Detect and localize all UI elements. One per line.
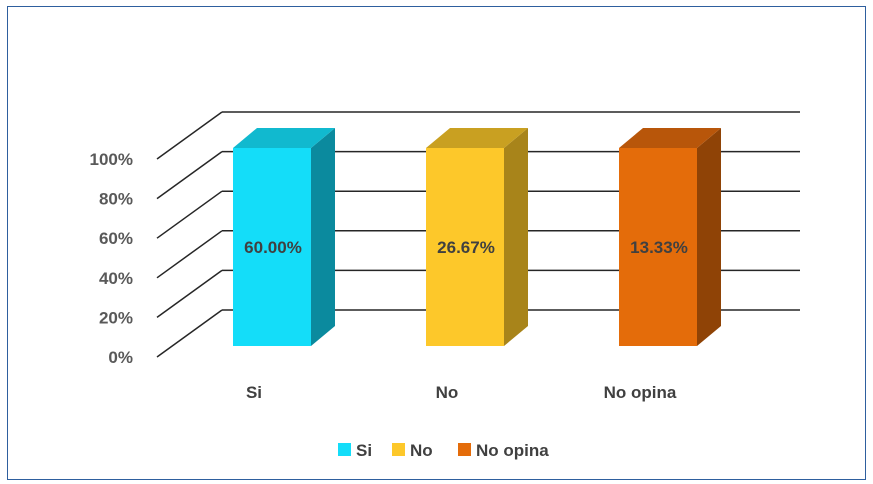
gridline-side xyxy=(156,190,223,239)
y-tick-label: 0% xyxy=(108,348,133,367)
bar-side-3 xyxy=(697,128,721,346)
data-label-1: 60.00% xyxy=(244,238,302,257)
bar-top-3 xyxy=(619,128,721,148)
y-tick-label: 40% xyxy=(99,269,133,288)
bar-3 xyxy=(619,148,697,346)
y-tick-label: 20% xyxy=(99,308,133,327)
gridline-side xyxy=(156,269,223,319)
y-tick-label: 60% xyxy=(99,229,133,248)
x-category-label-2: No xyxy=(436,383,459,402)
bar-2 xyxy=(426,148,504,346)
legend-label-3: No opina xyxy=(476,441,549,460)
legend-swatch-3 xyxy=(458,443,471,456)
x-category-label-3: No opina xyxy=(604,383,677,402)
bar-side-1 xyxy=(311,128,335,346)
data-label-2: 26.67% xyxy=(437,238,495,257)
x-category-label-1: Si xyxy=(246,383,262,402)
legend-swatch-2 xyxy=(392,443,405,456)
bar-top-2 xyxy=(426,128,528,148)
legend-label-2: No xyxy=(410,441,433,460)
bar-1 xyxy=(233,148,311,346)
y-tick-label: 80% xyxy=(99,190,133,209)
data-label-3: 13.33% xyxy=(630,238,688,257)
bar-top-1 xyxy=(233,128,335,148)
gridline-side xyxy=(156,309,223,358)
legend-swatch-1 xyxy=(338,443,351,456)
gridline-side xyxy=(156,111,223,160)
y-tick-label: 100% xyxy=(90,150,133,169)
gridline-side xyxy=(156,150,223,200)
legend-label-1: Si xyxy=(356,441,372,460)
bar-side-2 xyxy=(504,128,528,346)
gridline-side xyxy=(156,230,223,279)
